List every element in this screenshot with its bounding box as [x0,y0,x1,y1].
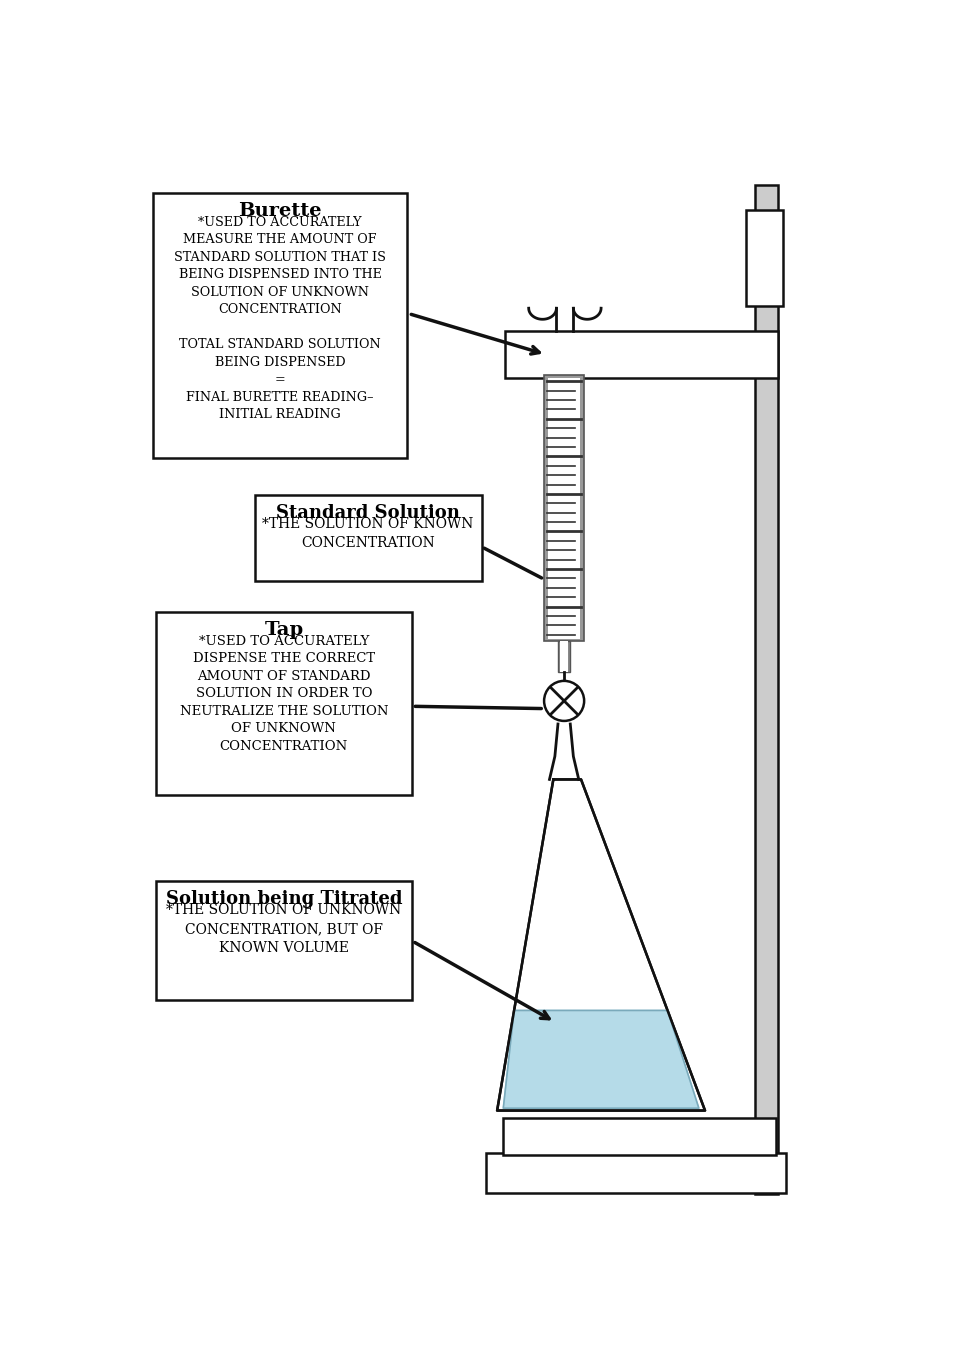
Bar [560,642,568,671]
Text: Solution being Titrated: Solution being Titrated [166,891,402,908]
Polygon shape [496,779,704,1110]
Bar [745,210,782,306]
Bar [156,612,411,795]
Bar [485,1152,785,1193]
Bar [504,331,777,377]
Text: Standard Solution: Standard Solution [276,504,459,522]
Bar [557,642,570,671]
Text: Burette: Burette [238,202,322,219]
Bar [502,1118,775,1155]
Bar [754,185,777,1193]
Bar [153,192,407,459]
Bar [254,494,482,580]
Bar [544,375,583,642]
Text: *THE SOLUTION OF KNOWN
CONCENTRATION: *THE SOLUTION OF KNOWN CONCENTRATION [263,516,473,550]
Bar [547,377,579,639]
Text: *USED TO ACCURATELY
DISPENSE THE CORRECT
AMOUNT OF STANDARD
SOLUTION IN ORDER TO: *USED TO ACCURATELY DISPENSE THE CORRECT… [179,635,388,753]
Text: *USED TO ACCURATELY
MEASURE THE AMOUNT OF
STANDARD SOLUTION THAT IS
BEING DISPEN: *USED TO ACCURATELY MEASURE THE AMOUNT O… [173,215,386,421]
Text: Tap: Tap [264,621,303,639]
Circle shape [544,681,583,720]
Text: *THE SOLUTION OF UNKNOWN
CONCENTRATION, BUT OF
KNOWN VOLUME: *THE SOLUTION OF UNKNOWN CONCENTRATION, … [166,903,401,955]
Polygon shape [503,1011,698,1109]
Bar [156,881,411,1001]
